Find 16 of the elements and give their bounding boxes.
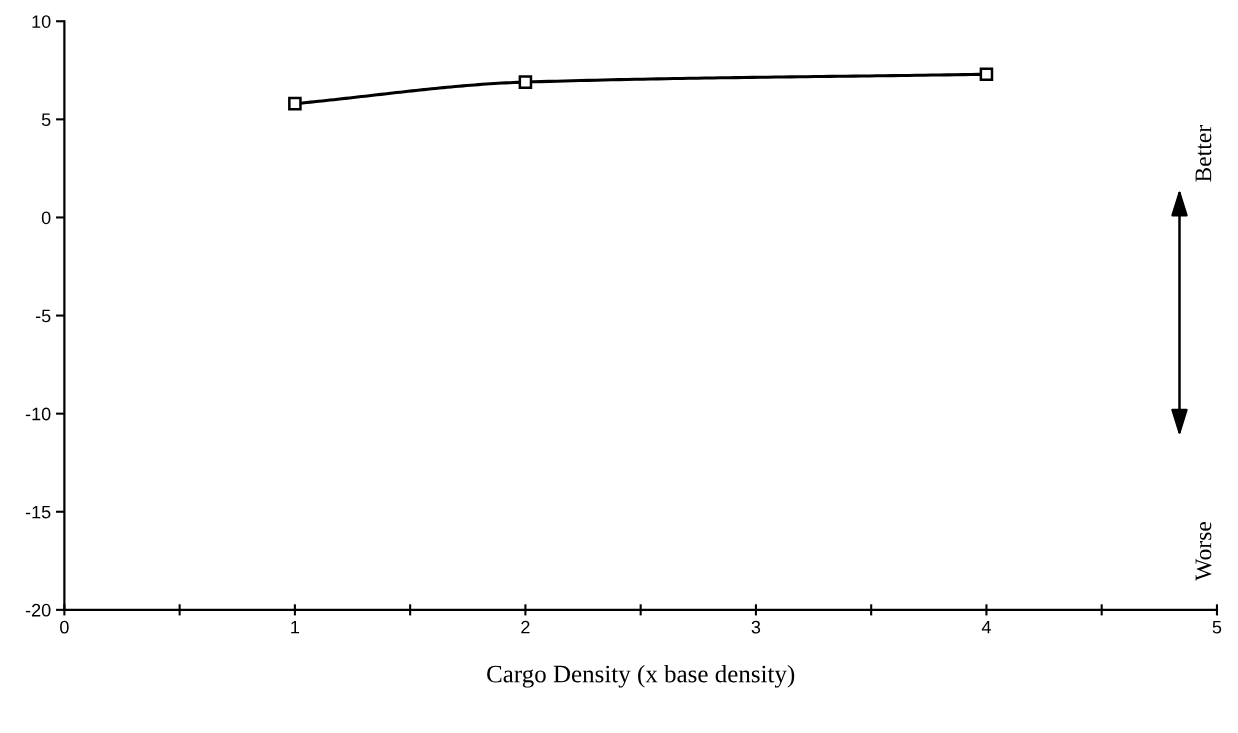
y-tick-label: -10 — [25, 407, 51, 421]
x-tick-label: 3 — [751, 620, 761, 634]
x-axis-title: Cargo Density (x base density) — [487, 664, 795, 688]
y-tick-label: -15 — [25, 505, 51, 519]
annotation: Better — [1195, 125, 1212, 182]
y-tick-label: -20 — [25, 603, 51, 617]
annotation: Worse — [1195, 521, 1212, 581]
x-tick-label: 4 — [981, 620, 991, 634]
x-tick-label: 2 — [521, 620, 530, 634]
y-tick-label: 5 — [41, 113, 51, 127]
y-tick-label: 10 — [32, 15, 51, 28]
x-tick-label: 1 — [291, 620, 300, 634]
y-tick-label: -5 — [35, 309, 51, 323]
y-tick-label: 0 — [41, 211, 51, 225]
x-tick-label: 5 — [1212, 620, 1222, 634]
x-tick-label: 0 — [60, 620, 69, 634]
